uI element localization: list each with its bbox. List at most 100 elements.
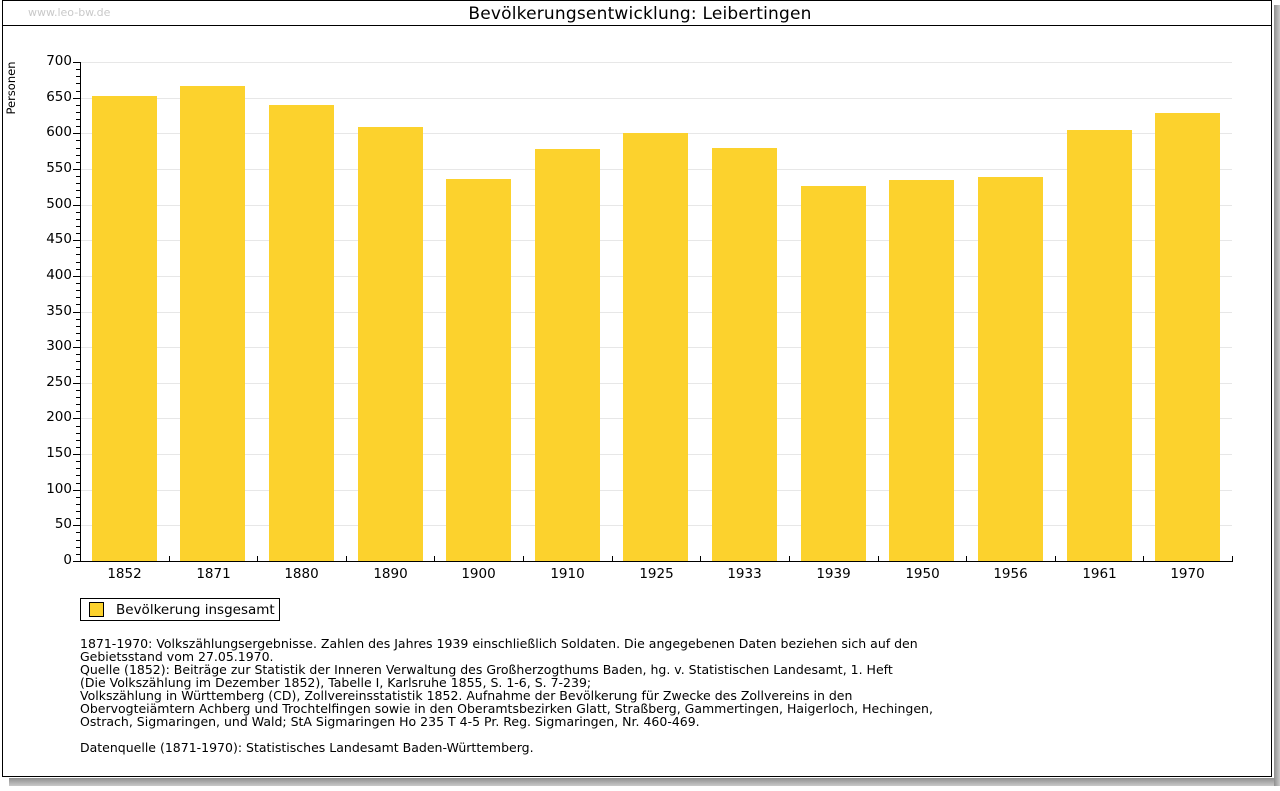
y-minor-tick [76,290,80,291]
x-tick-label: 1925 [639,566,674,582]
data-source-line: Datenquelle (1871-1970): Statistisches L… [80,740,534,755]
y-minor-tick [76,197,80,198]
bar-1880 [269,105,334,561]
y-major-tick [73,418,80,419]
y-minor-tick [76,304,80,305]
x-tick-label: 1852 [107,566,142,582]
x-tick-label: 1961 [1082,566,1117,582]
x-tick-label: 1890 [373,566,408,582]
y-axis-label: Personen [4,61,18,115]
bar-1956 [978,177,1043,561]
x-tick-label: 1933 [727,566,762,582]
y-minor-tick [76,233,80,234]
y-minor-tick [76,361,80,362]
y-minor-tick [76,483,80,484]
bar-1890 [358,127,423,561]
bar-1871 [180,86,245,561]
x-boundary-tick [257,556,258,561]
y-minor-tick [76,532,80,533]
y-major-tick [73,276,80,277]
y-minor-tick [76,162,80,163]
y-minor-tick [76,319,80,320]
y-minor-tick [76,148,80,149]
x-tick-label: 1950 [905,566,940,582]
x-boundary-tick [169,556,170,561]
x-tick-label: 1880 [284,566,319,582]
y-major-tick [73,383,80,384]
y-minor-tick [76,212,80,213]
y-minor-tick [76,226,80,227]
y-minor-tick [76,504,80,505]
y-major-tick [73,205,80,206]
x-tick-label: 1871 [196,566,231,582]
y-minor-tick [76,447,80,448]
y-tick-label: 0 [63,552,72,568]
bar-1961 [1067,130,1132,561]
y-minor-tick [76,140,80,141]
y-minor-tick [76,126,80,127]
y-minor-tick [76,155,80,156]
y-minor-tick [76,247,80,248]
y-tick-label: 450 [46,231,72,247]
bar-1970 [1155,113,1220,561]
y-minor-tick [76,397,80,398]
x-boundary-tick [878,556,879,561]
y-minor-tick [76,112,80,113]
y-minor-tick [76,411,80,412]
legend: Bevölkerung insgesamt [80,598,280,621]
y-minor-tick [76,433,80,434]
frame-shadow-bottom [9,778,1274,786]
y-minor-tick [76,91,80,92]
x-boundary-tick [1143,556,1144,561]
gridline [81,62,1232,63]
y-minor-tick [76,554,80,555]
y-tick-label: 350 [46,303,72,319]
y-minor-tick [76,283,80,284]
y-minor-tick [76,376,80,377]
y-minor-tick [76,354,80,355]
y-minor-tick [76,440,80,441]
footnotes-block: 1871-1970: Volkszählungsergebnisse. Zahl… [80,637,933,728]
y-minor-tick [76,69,80,70]
y-minor-tick [76,497,80,498]
x-boundary-tick [612,556,613,561]
y-minor-tick [76,390,80,391]
y-tick-label: 400 [46,267,72,283]
chart-title: Bevölkerungsentwicklung: Leibertingen [468,4,812,24]
y-minor-tick [76,518,80,519]
footnote-line: 1871-1970: Volkszählungsergebnisse. Zahl… [80,636,918,651]
y-tick-label: 150 [46,445,72,461]
x-boundary-tick [789,556,790,561]
x-boundary-tick [523,556,524,561]
y-axis-line [80,62,81,562]
title-separator [3,25,1272,26]
y-minor-tick [76,511,80,512]
y-major-tick [73,169,80,170]
footnote-line: Volkszählung in Württemberg (CD), Zollve… [80,688,853,703]
y-tick-label: 50 [54,516,72,532]
bar-1933 [712,148,777,561]
x-boundary-tick [966,556,967,561]
y-minor-tick [76,105,80,106]
y-major-tick [73,525,80,526]
y-major-tick [73,62,80,63]
y-minor-tick [76,76,80,77]
y-minor-tick [76,326,80,327]
x-boundary-tick [434,556,435,561]
y-minor-tick [76,340,80,341]
y-minor-tick [76,333,80,334]
y-minor-tick [76,262,80,263]
y-minor-tick [76,540,80,541]
y-major-tick [73,454,80,455]
footnote-line: Quelle (1852): Beiträge zur Statistik de… [80,662,893,677]
y-tick-label: 600 [46,124,72,140]
y-tick-label: 500 [46,196,72,212]
y-major-tick [73,312,80,313]
x-boundary-tick [700,556,701,561]
y-minor-tick [76,83,80,84]
bar-1925 [623,133,688,561]
x-tick-label: 1970 [1170,566,1205,582]
x-boundary-tick [346,556,347,561]
y-tick-label: 300 [46,338,72,354]
bar-1910 [535,149,600,561]
